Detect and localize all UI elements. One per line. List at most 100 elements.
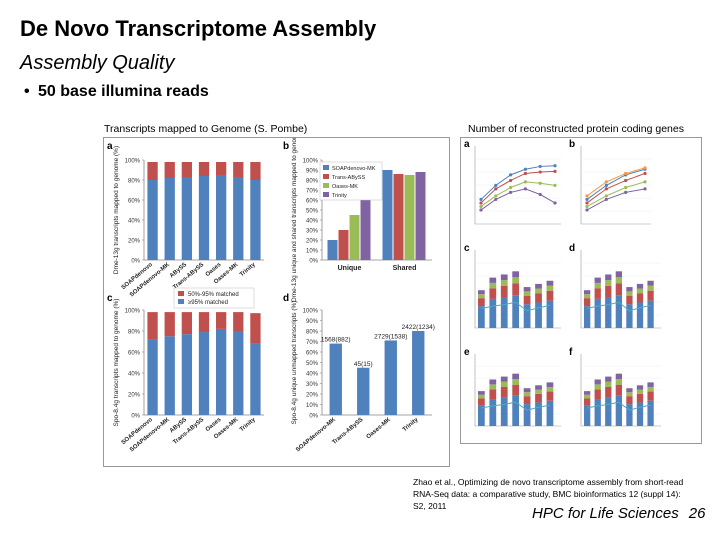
right-panel-bar-segment xyxy=(594,288,601,299)
chart-c-bar xyxy=(198,332,210,415)
chart-b-y-tick-label: 60% xyxy=(306,199,319,205)
right-panel-letter-d: d xyxy=(569,243,576,254)
right-panel-bar-segment xyxy=(489,298,497,328)
right-panel-bar-segment xyxy=(647,290,654,301)
chart-a-bar xyxy=(181,177,192,260)
left-charts-svg: 0% 20% 40% 60% 80% 100% Dme-13g transcripts ma… xyxy=(113,138,435,454)
chart-a-bar xyxy=(250,180,261,260)
chart-b-legend xyxy=(319,161,383,201)
right-panel-series-line xyxy=(480,165,556,200)
right-panel-bar-segment xyxy=(626,295,633,305)
chart-b-bar xyxy=(415,172,426,260)
right-panel-series-line xyxy=(480,170,556,204)
right-panel-bar-segment xyxy=(512,373,520,380)
chart-a-category-label: Trinity xyxy=(239,262,257,279)
right-panel-bar-segment xyxy=(626,392,633,397)
right-panel-bar-segment xyxy=(636,293,644,303)
chart-d-y-tick-label: 80% xyxy=(306,330,319,336)
right-panel-bar-segment xyxy=(605,297,612,328)
right-panel-series-line xyxy=(586,181,646,207)
right-panel-bar-segment xyxy=(500,376,508,382)
chart-c-bar xyxy=(216,328,227,415)
chart-b-y-tick-label: 100% xyxy=(303,159,319,165)
chart-d-bar xyxy=(412,331,425,415)
chart-d-y-tick-label: 100% xyxy=(303,309,319,315)
chart-b-bar xyxy=(349,215,360,260)
right-panel-bar-segment xyxy=(546,382,554,387)
right-panel-bar-segment xyxy=(594,379,601,385)
left-panel-letter-c: c xyxy=(107,293,113,304)
right-panel-bar-segment xyxy=(512,283,520,296)
right-panel-bar-segment xyxy=(615,384,622,396)
right-panel-bar-segment xyxy=(523,287,531,292)
right-panel-overlay-line xyxy=(587,301,651,312)
right-panel-bar-segment xyxy=(535,283,542,289)
right-panel-bar-segment xyxy=(647,382,654,387)
chart-d-y-tick-label: 10% xyxy=(306,403,319,409)
right-panel-overlay-line xyxy=(587,401,651,411)
bullet-item: • 50 base illumina reads xyxy=(24,83,209,101)
chart-b-bar xyxy=(327,240,338,260)
chart-d-data-label: 2729(1538) xyxy=(374,333,407,340)
chart-d-y-tick-label: 50% xyxy=(306,361,319,367)
chart-a-bar xyxy=(181,162,192,177)
right-panel-bar-segment xyxy=(546,300,554,328)
chart-b-category-label: Shared xyxy=(393,265,417,272)
right-figure: a b c d e f xyxy=(460,137,702,444)
right-panel-bar-segment xyxy=(523,396,531,405)
right-panel-bar-segment xyxy=(647,386,654,392)
right-panel-bar-segment xyxy=(523,295,531,305)
right-panel-bar-segment xyxy=(500,280,508,286)
chart-a-bar xyxy=(198,176,210,260)
right-panel-bar-segment xyxy=(584,290,591,295)
right-panel-bar-segment xyxy=(512,379,520,385)
chart-b-legend-swatch xyxy=(323,174,329,179)
right-panel-bar-segment xyxy=(500,297,508,328)
chart-c-legend-label: 50%-95% matched xyxy=(188,292,239,298)
chart-b-legend-swatch xyxy=(323,183,329,188)
chart-b-y-tick-label: 50% xyxy=(306,209,319,215)
right-panel-bar-segment xyxy=(512,395,520,426)
chart-c-legend xyxy=(173,287,255,309)
right-panel-bar-segment xyxy=(647,280,654,286)
left-panel-letter-a: a xyxy=(107,141,113,152)
right-panel-bar-segment xyxy=(594,298,601,328)
right-panel-bar-segment xyxy=(594,282,601,289)
chart-d-bar xyxy=(329,343,342,415)
chart-d-bar xyxy=(357,367,370,415)
right-panel-bar-segment xyxy=(626,291,633,296)
chart-c-bar xyxy=(164,312,175,337)
left-panel-letter-d: d xyxy=(283,293,290,304)
chart-c-y-tick-label: 40% xyxy=(128,372,141,378)
right-panel-bar-segment xyxy=(636,393,644,403)
chart-d-y-tick-label: 0% xyxy=(309,414,318,420)
chart-d-category-label: SOAPdenovo-MK xyxy=(295,417,337,454)
right-panel-bar-segment xyxy=(615,295,622,328)
chart-d-data-label: 2422(1234) xyxy=(402,324,435,331)
right-panel-bar-segment xyxy=(605,386,612,398)
right-panel-bar-segment xyxy=(615,283,622,296)
right-panel-bar-segment xyxy=(535,402,542,426)
chart-a-bar xyxy=(216,175,227,260)
left-panel-letter-b: b xyxy=(283,141,290,152)
chart-a-category-label: Trans-ABySS xyxy=(172,262,205,291)
right-panel-bar-segment xyxy=(615,395,622,426)
chart-b-category-label: Unique xyxy=(338,265,362,272)
chart-c-category-label: Trinity xyxy=(239,417,257,434)
right-panel-bar-segment xyxy=(535,385,542,390)
right-panel-series-line xyxy=(586,188,646,211)
right-panel-bar-segment xyxy=(546,400,554,426)
right-panel-series-line xyxy=(586,168,646,200)
right-panel-bar-segment xyxy=(605,376,612,382)
right-panel-bar-segment xyxy=(500,274,508,281)
right-panel-bar-segment xyxy=(605,397,612,426)
right-panel-bar-segment xyxy=(500,381,508,387)
right-panel-bar-segment xyxy=(647,400,654,426)
chart-b-legend-label: Trinity xyxy=(332,193,347,199)
chart-c-y-tick-label: 20% xyxy=(128,393,141,399)
right-panel-bar-segment xyxy=(512,271,520,278)
right-panel-letter-c: c xyxy=(464,243,470,254)
chart-a-y-tick-label: 60% xyxy=(128,199,141,205)
chart-b-bar xyxy=(338,230,349,260)
chart-c-bar xyxy=(250,313,261,344)
